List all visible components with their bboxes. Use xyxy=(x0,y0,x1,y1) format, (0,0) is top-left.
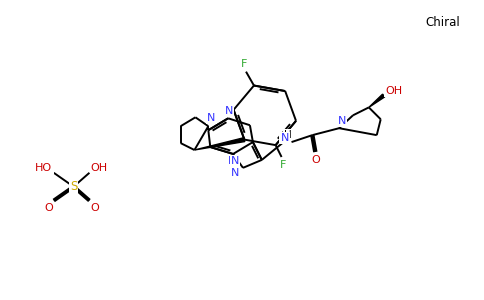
Text: N: N xyxy=(225,106,233,116)
Text: O: O xyxy=(311,155,320,165)
Text: HO: HO xyxy=(35,163,52,173)
Polygon shape xyxy=(369,94,385,107)
Text: N: N xyxy=(231,156,239,166)
Text: N: N xyxy=(231,168,239,178)
Text: O: O xyxy=(90,203,99,214)
Text: O: O xyxy=(45,203,53,214)
Text: N: N xyxy=(228,156,236,166)
Text: N: N xyxy=(207,113,215,123)
Text: S: S xyxy=(70,180,77,193)
Text: OH: OH xyxy=(91,163,108,173)
Text: N: N xyxy=(280,133,289,143)
Text: N: N xyxy=(338,116,346,126)
Text: H: H xyxy=(284,130,291,140)
Text: OH: OH xyxy=(385,85,402,96)
Polygon shape xyxy=(195,138,245,150)
Text: F: F xyxy=(241,59,247,69)
Text: F: F xyxy=(280,160,287,170)
Text: Chiral: Chiral xyxy=(425,16,460,29)
